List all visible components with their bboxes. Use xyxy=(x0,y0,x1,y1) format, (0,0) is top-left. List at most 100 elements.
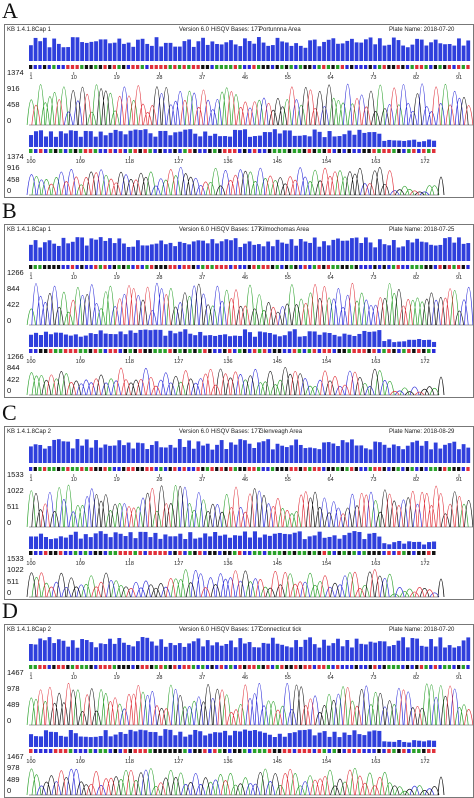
base-call-mark xyxy=(284,265,289,269)
base-call-mark xyxy=(359,65,363,69)
base-call-mark xyxy=(118,349,123,353)
quality-bar xyxy=(287,130,292,147)
quality-bar xyxy=(357,333,362,347)
quality-bar xyxy=(136,240,140,261)
base-call-mark xyxy=(182,467,186,471)
quality-bar xyxy=(70,448,75,463)
base-call-mark xyxy=(277,149,282,153)
base-call-mark xyxy=(322,349,327,353)
base-call-mark xyxy=(257,149,262,153)
position-tick-label: 172 xyxy=(420,759,429,765)
chromatogram-frame: KB 1.4.1.8 Cap 2 Version 6.0 HiSQV Bases: 1… xyxy=(4,426,474,600)
base-call-mark xyxy=(215,467,219,471)
quality-bar xyxy=(377,239,382,261)
base-call-mark xyxy=(208,349,212,353)
position-tick-label: 46 xyxy=(242,275,248,281)
base-call-mark xyxy=(427,749,431,753)
base-call-mark xyxy=(303,467,307,471)
chromatogram-peaks xyxy=(26,83,473,126)
quality-bars xyxy=(29,729,437,747)
peak-trace-C xyxy=(64,83,464,126)
quality-bar xyxy=(94,647,98,661)
base-call-mark xyxy=(138,551,142,555)
base-call-mark xyxy=(43,349,48,353)
base-call-mark xyxy=(466,665,470,669)
quality-bar xyxy=(93,136,98,147)
base-call-mark xyxy=(391,65,396,69)
base-call-mark xyxy=(382,749,386,753)
base-call-mark xyxy=(228,349,232,353)
base-call-mark xyxy=(322,467,326,471)
quality-bar xyxy=(191,641,196,661)
quality-bar xyxy=(359,42,364,61)
quality-bar xyxy=(219,241,224,261)
base-call-mark xyxy=(201,265,205,269)
base-call-mark xyxy=(312,665,317,669)
quality-bar xyxy=(33,332,39,347)
quality-bar xyxy=(247,241,252,261)
quality-bar xyxy=(223,730,228,747)
base-call-mark xyxy=(33,65,37,69)
base-call-mark xyxy=(312,265,317,269)
quality-bar xyxy=(373,441,378,463)
quality-bar xyxy=(131,646,136,661)
quality-bar xyxy=(149,45,154,61)
quality-bar xyxy=(382,341,387,347)
base-call-mark xyxy=(252,551,257,555)
quality-bar xyxy=(66,441,71,463)
quality-bar xyxy=(154,243,159,261)
quality-bar xyxy=(327,536,332,549)
base-call-mark xyxy=(122,467,126,471)
base-call-mark xyxy=(287,149,292,153)
base-call-mark xyxy=(163,467,168,471)
quality-bar xyxy=(136,39,140,61)
base-call-mark xyxy=(68,749,73,753)
quality-bar xyxy=(272,533,277,549)
quality-bar xyxy=(373,642,378,661)
quality-bar xyxy=(377,536,382,549)
base-call-mark xyxy=(38,467,42,471)
base-call-mark xyxy=(53,749,58,753)
base-call-mark xyxy=(332,149,336,153)
quality-bar xyxy=(312,39,317,61)
quality-bar xyxy=(213,732,218,747)
quality-bar xyxy=(317,531,322,549)
panel-letter: B xyxy=(2,198,17,223)
quality-bar xyxy=(208,335,213,347)
quality-bar xyxy=(188,532,193,549)
quality-bar xyxy=(188,333,193,347)
base-call-mark xyxy=(427,551,431,555)
position-tick-label: 91 xyxy=(456,75,462,81)
chromatogram-frame: KB 1.4.1.8 Cap 1 Version 6.0 HiSQV Bases: 1… xyxy=(4,224,474,398)
base-call-mark xyxy=(284,467,289,471)
base-call-mark xyxy=(238,65,242,69)
quality-bar xyxy=(382,543,387,549)
quality-bar xyxy=(357,531,362,549)
base-call-mark xyxy=(108,65,112,69)
base-call-mark xyxy=(308,665,312,669)
quality-bar xyxy=(391,240,396,261)
base-call-mark xyxy=(68,349,73,353)
base-call-mark xyxy=(362,551,366,555)
peak-trace-C xyxy=(31,283,473,326)
quality-bar xyxy=(424,45,429,61)
quality-bar xyxy=(407,140,412,147)
quality-bar xyxy=(112,643,117,661)
base-call-mark xyxy=(154,467,158,471)
quality-bar xyxy=(148,330,153,347)
quality-bar xyxy=(345,40,350,61)
quality-bar xyxy=(158,538,163,549)
quality-bar xyxy=(243,643,247,661)
base-call-mark xyxy=(317,749,322,753)
quality-bar xyxy=(117,38,122,61)
base-call-mark xyxy=(332,349,336,353)
base-call-mark xyxy=(112,467,117,471)
quality-bar xyxy=(219,440,224,463)
base-call-mark xyxy=(401,265,405,269)
quality-bar xyxy=(153,136,158,147)
quality-bar xyxy=(332,334,337,347)
base-call-mark xyxy=(118,551,123,555)
base-call-mark xyxy=(229,265,233,269)
quality-bar xyxy=(297,135,302,147)
base-call-mark xyxy=(332,551,336,555)
